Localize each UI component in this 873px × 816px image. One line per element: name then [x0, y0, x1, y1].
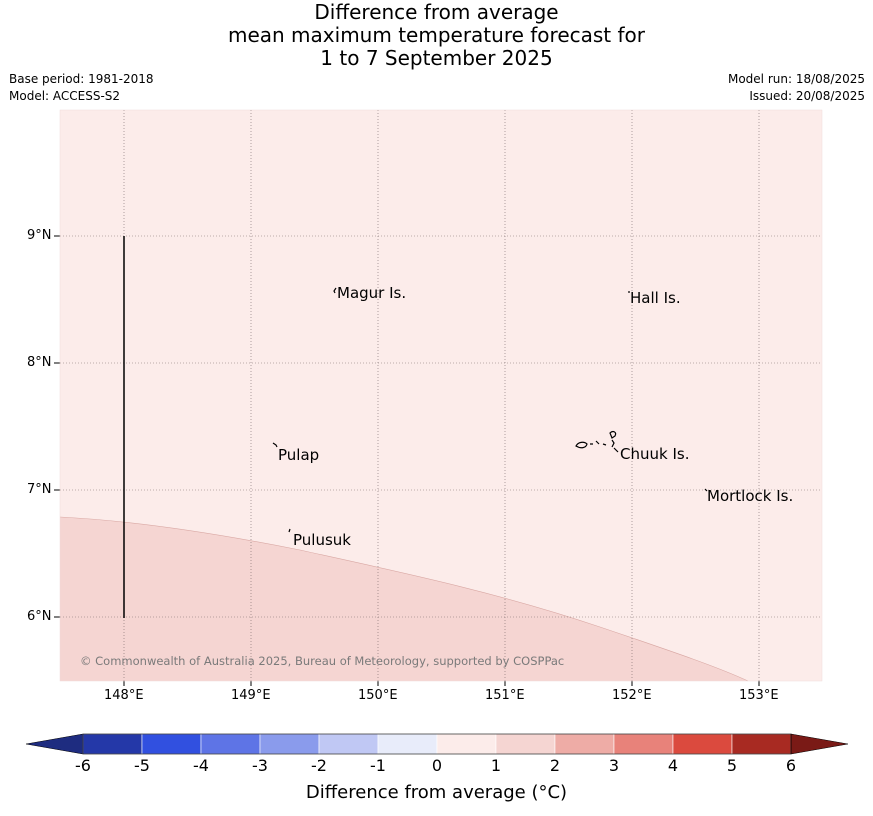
- chuuk-lagoon: [575, 430, 619, 453]
- map-fill-south: [60, 517, 748, 681]
- place-label-pulap: Pulap: [278, 446, 320, 464]
- pulap-island: [272, 442, 278, 448]
- colorbar-under-triangle: [25, 733, 84, 755]
- colorbar-segment: [495, 733, 556, 755]
- colorbar-segment: [259, 733, 320, 755]
- colorbar-tick-label: 1: [490, 756, 502, 775]
- colorbar-tick-label: -5: [134, 756, 150, 775]
- lon-label-153e: 153°E: [739, 688, 779, 703]
- colorbar-tick-label: -1: [370, 756, 386, 775]
- colorbar-over-triangle: [790, 733, 849, 755]
- magur-island: [333, 287, 337, 294]
- place-label-mortlock: Mortlock Is.: [707, 487, 794, 505]
- pulusuk-island: [288, 528, 291, 533]
- copyright-notice: © Commonwealth of Australia 2025, Bureau…: [80, 654, 565, 668]
- lat-label-9n: 9°N: [27, 228, 52, 243]
- colorbar-tick-label: -2: [311, 756, 327, 775]
- place-label-hall: Hall Is.: [630, 289, 681, 307]
- axis-ticks: [54, 235, 760, 686]
- colorbar-tick-label: -4: [193, 756, 209, 775]
- base-period: Base period: 1981-2018: [9, 72, 154, 86]
- island-outlines: [272, 287, 708, 533]
- lon-label-152e: 152°E: [612, 688, 652, 703]
- issued-date: Issued: 20/08/2025: [749, 89, 865, 103]
- colorbar-outline: [82, 733, 792, 755]
- title-line-2: mean maximum temperature forecast for: [227, 23, 645, 47]
- title-line-1: Difference from average: [314, 0, 559, 24]
- colorbar-tick-label: 6: [785, 756, 797, 775]
- lon-label-150e: 150°E: [358, 688, 398, 703]
- lon-label-149e: 149°E: [231, 688, 271, 703]
- colorbar-segment: [554, 733, 615, 755]
- colorbar-tick-label: 5: [726, 756, 738, 775]
- colorbar-tick-label: 2: [549, 756, 561, 775]
- colorbar-segment: [200, 733, 261, 755]
- colorbar-tick-label: 4: [667, 756, 679, 775]
- colorbar-tick-label: -3: [252, 756, 268, 775]
- colorbar-segment: [436, 733, 497, 755]
- colorbar-segment: [377, 733, 438, 755]
- lat-gridlines: [60, 235, 822, 618]
- model-run: Model run: 18/08/2025: [727, 72, 865, 86]
- colorbar-tick-label: 3: [608, 756, 620, 775]
- lat-label-6n: 6°N: [27, 609, 52, 624]
- colorbar-segment: [82, 733, 143, 755]
- colorbar-segment: [141, 733, 202, 755]
- colorbar-segment: [672, 733, 733, 755]
- colorbar-tick-label: 0: [431, 756, 443, 775]
- colorbar-segment: [613, 733, 674, 755]
- colorbar: [25, 733, 849, 755]
- title-line-3: 1 to 7 September 2025: [320, 46, 553, 70]
- colorbar-segment: [731, 733, 792, 755]
- lon-label-151e: 151°E: [485, 688, 525, 703]
- place-label-pulusuk: Pulusuk: [293, 531, 351, 549]
- mortlock-island: [704, 488, 708, 492]
- colorbar-segment: [318, 733, 379, 755]
- colorbar-label: Difference from average (°C): [305, 782, 568, 803]
- model-name: Model: ACCESS-S2: [9, 89, 121, 103]
- map-frame: [59, 109, 823, 682]
- lon-label-148e: 148°E: [104, 688, 144, 703]
- lat-label-7n: 7°N: [27, 482, 52, 497]
- colorbar-tick-label: -6: [75, 756, 91, 775]
- place-label-magur: Magur Is.: [337, 284, 407, 302]
- lat-label-8n: 8°N: [27, 355, 52, 370]
- contour-line: [59, 516, 749, 682]
- place-label-chuuk: Chuuk Is.: [620, 445, 690, 463]
